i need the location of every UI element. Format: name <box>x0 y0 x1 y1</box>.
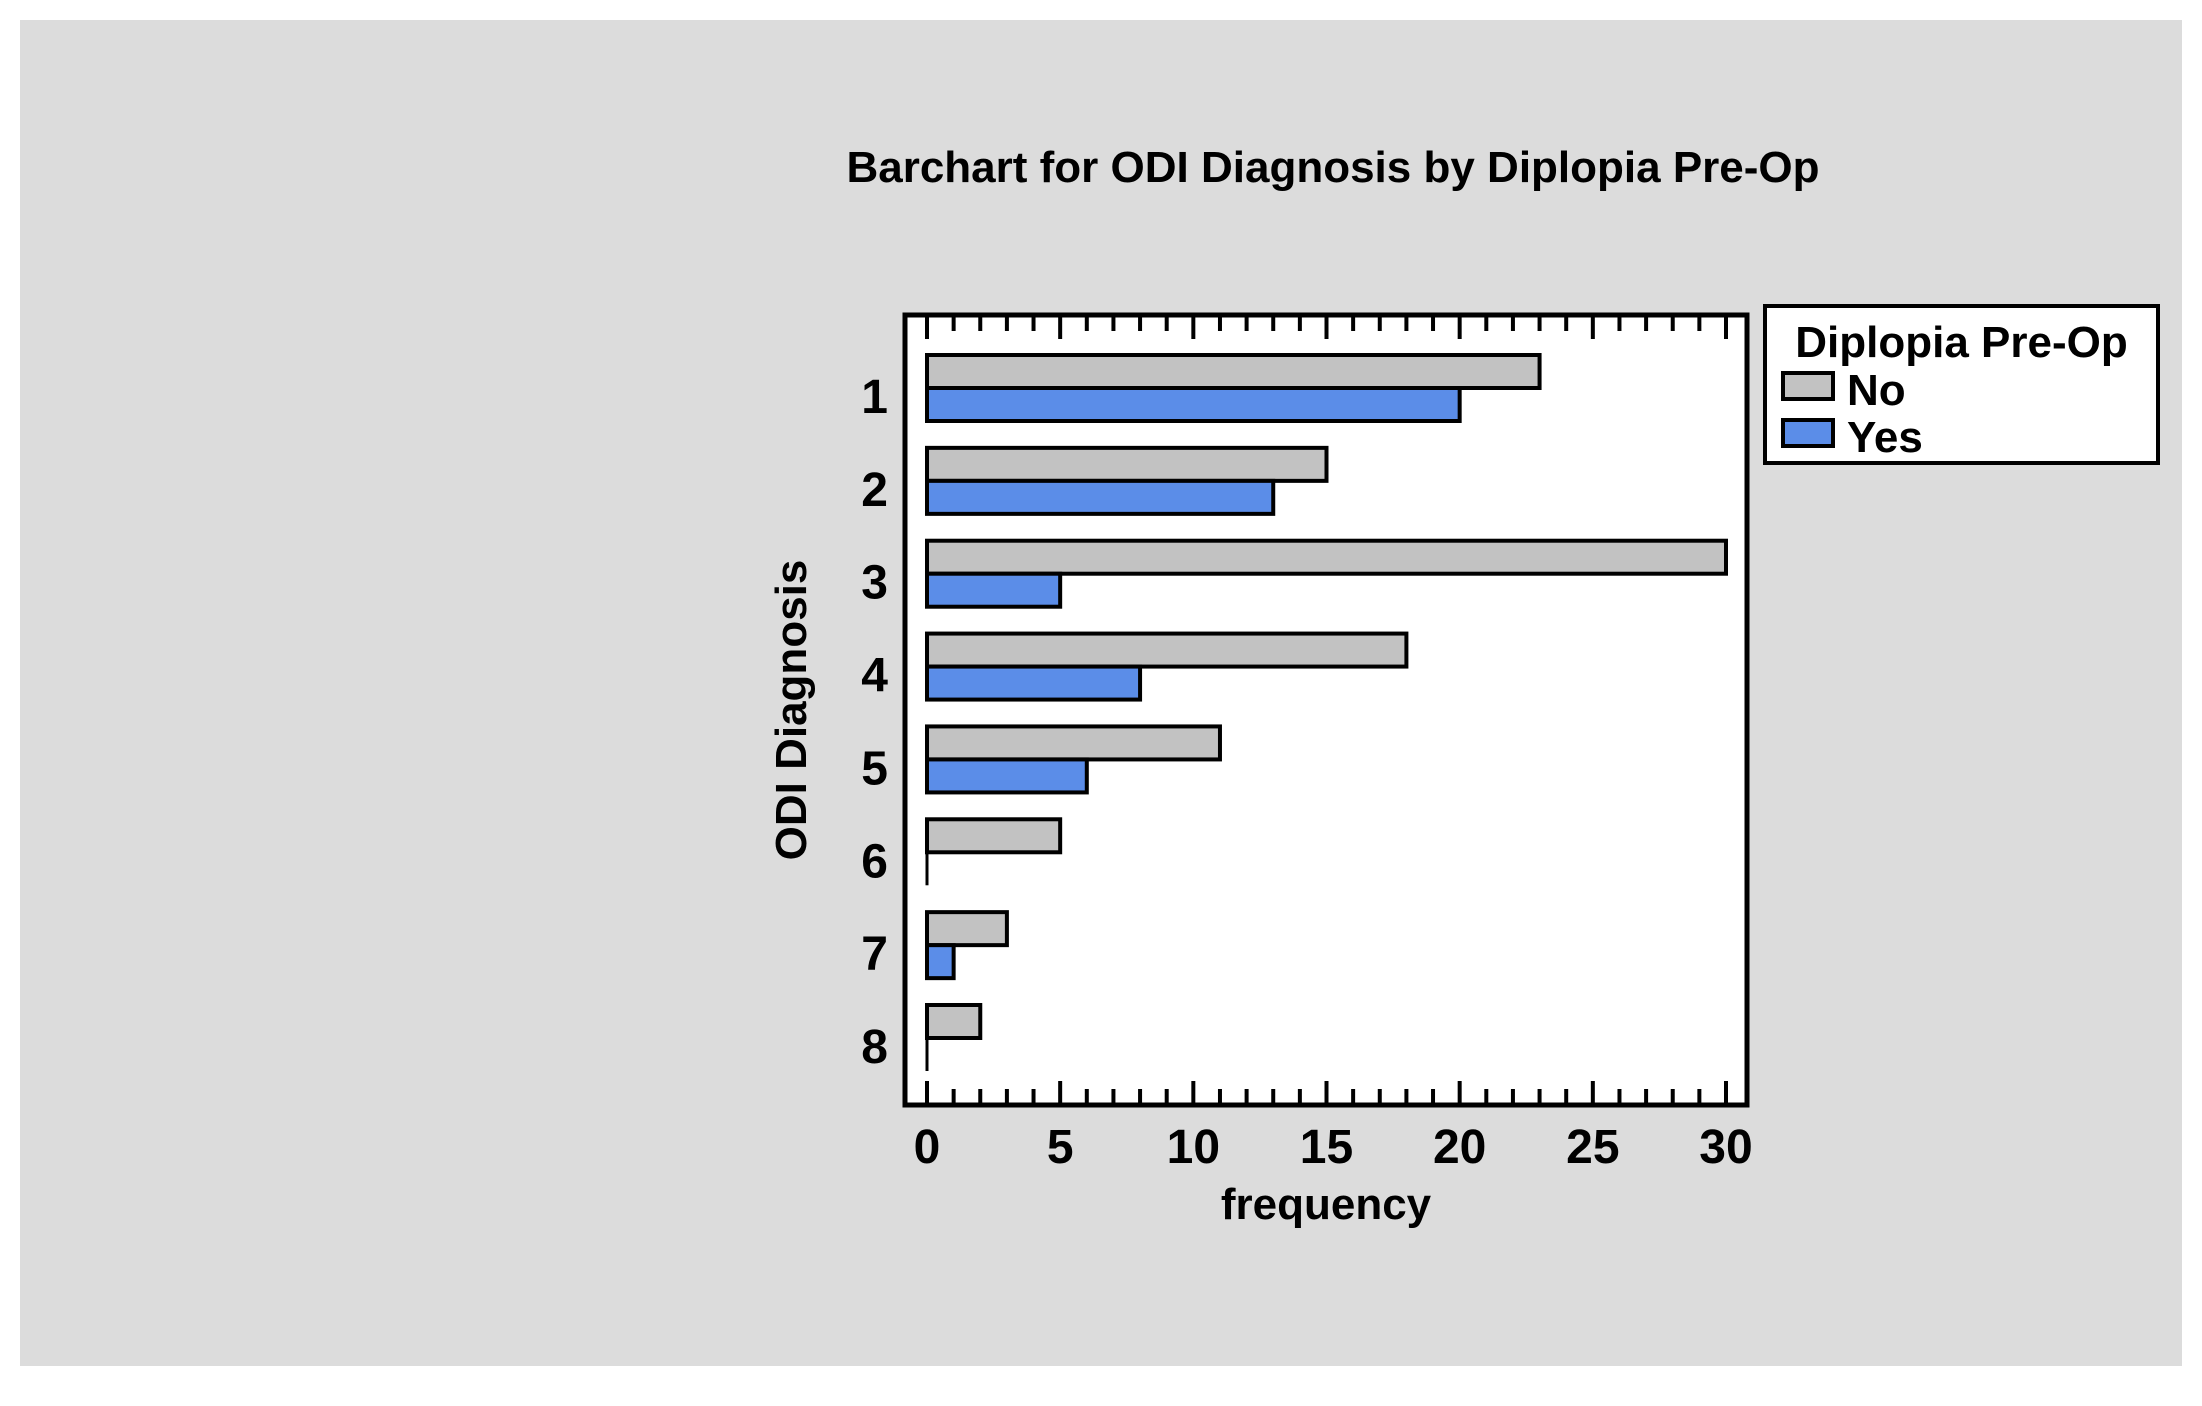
bar-yes <box>925 757 1089 795</box>
plot-frame <box>902 312 1750 1108</box>
x-tick-label: 20 <box>1433 1121 1486 1174</box>
x-tick-label: 5 <box>1047 1121 1074 1174</box>
y-category-label: 4 <box>861 650 888 703</box>
y-category-label: 7 <box>861 928 888 981</box>
bar-no <box>925 353 1542 390</box>
x-tick-label: 15 <box>1300 1121 1353 1174</box>
bar-yes <box>925 943 956 981</box>
bar-yes <box>925 571 1063 609</box>
bar-no <box>925 910 1009 948</box>
legend-box: Diplopia Pre-Op No Yes <box>1763 304 2160 465</box>
legend-title: Diplopia Pre-Op <box>1795 318 2128 367</box>
x-tick-label: 0 <box>914 1121 941 1174</box>
y-category-label: 3 <box>861 557 888 610</box>
legend-item-yes: Yes <box>1767 412 2156 462</box>
x-axis-title: frequency <box>1220 1180 1432 1229</box>
chart-canvas: Barchart for ODI Diagnosis by Diplopia P… <box>20 20 2182 1366</box>
y-category-label: 1 <box>861 371 888 424</box>
y-category-label: 5 <box>861 742 888 795</box>
x-tick-label: 25 <box>1566 1121 1619 1174</box>
legend-label-no: No <box>1847 366 1906 416</box>
bar-no <box>925 445 1329 483</box>
y-axis-title: ODI Diagnosis <box>767 559 816 861</box>
bar-yes <box>925 478 1276 516</box>
bar-yes <box>925 386 1462 423</box>
y-category-label: 2 <box>861 464 888 517</box>
y-category-label: 8 <box>861 1021 888 1074</box>
plot-area: 0 5 10 15 20 25 30 1 2 3 4 5 6 7 8 <box>861 312 1753 1174</box>
bar-no <box>925 724 1222 762</box>
legend-item-no: No <box>1767 368 2156 415</box>
bar-yes <box>925 664 1143 702</box>
chart-title: Barchart for ODI Diagnosis by Diplopia P… <box>846 143 1820 192</box>
x-tick-label: 30 <box>1699 1121 1752 1174</box>
legend-swatch-yes <box>1781 417 1835 448</box>
bar-no <box>925 631 1409 669</box>
y-category-label: 6 <box>861 835 888 888</box>
x-tick-label: 10 <box>1167 1121 1220 1174</box>
legend-swatch-no <box>1781 371 1835 402</box>
legend-label-yes: Yes <box>1847 412 1923 462</box>
bar-no <box>925 1002 983 1040</box>
bar-no <box>925 817 1063 855</box>
bar-no <box>925 538 1728 576</box>
